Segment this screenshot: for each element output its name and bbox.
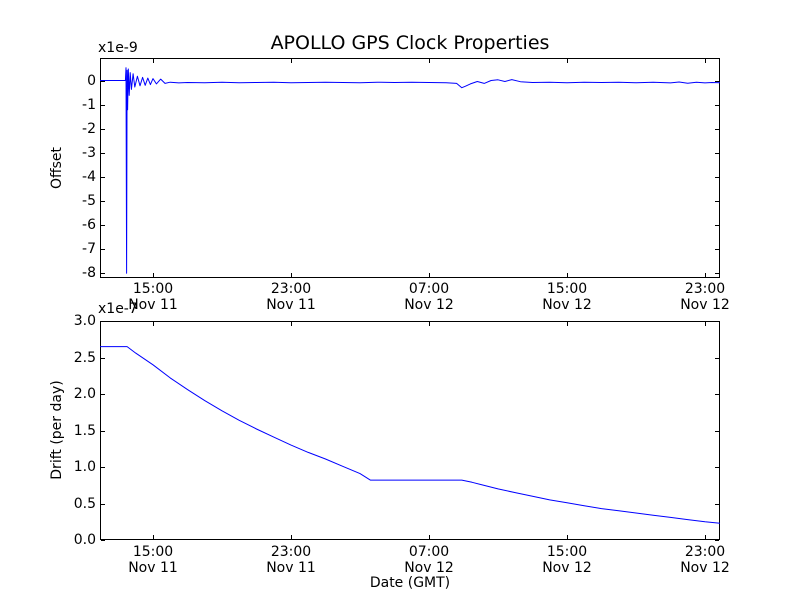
y-tick-label: 0.0: [73, 532, 96, 548]
offset-series-line: [100, 67, 721, 274]
y-tick-label: 1.5: [73, 423, 96, 439]
x-tick-label: 23:00 Nov 12: [680, 281, 730, 313]
y-tick-label: -1: [82, 97, 96, 113]
y-tick-label: -8: [82, 265, 96, 281]
x-tick-label: 07:00 Nov 12: [404, 544, 454, 576]
y-tick-label: 1.0: [73, 459, 96, 475]
y-tick-label: -5: [82, 193, 96, 209]
drift-series-line: [100, 346, 721, 524]
x-tick-label: 23:00 Nov 11: [266, 544, 316, 576]
offset-multiplier-top: x1e-9: [98, 40, 138, 56]
x-tick-label: 23:00 Nov 11: [266, 281, 316, 313]
x-tick-label: 23:00 Nov 12: [680, 544, 730, 576]
axes-frame-bottom: [100, 321, 720, 540]
y-tick-label: 3.0: [73, 313, 96, 329]
axes-frame-top: [100, 58, 720, 278]
y-tick-label: -3: [82, 145, 96, 161]
x-tick-label: 15:00 Nov 12: [542, 544, 592, 576]
x-tick-label: 15:00 Nov 11: [128, 544, 178, 576]
y-tick-label: -6: [82, 217, 96, 233]
y-tick-label: 0.5: [73, 496, 96, 512]
y-tick-label: -4: [82, 169, 96, 185]
y-tick-label: 2.0: [73, 386, 96, 402]
xlabel-date-gmt: Date (GMT): [369, 575, 451, 591]
y-tick-label: -7: [82, 241, 96, 257]
y-tick-label: 0: [87, 73, 96, 89]
x-tick-label: 15:00 Nov 11: [128, 281, 178, 313]
x-tick-label: 07:00 Nov 12: [404, 281, 454, 313]
y-tick-label: -2: [82, 121, 96, 137]
offset-multiplier-bottom: x1e-7: [98, 301, 138, 317]
x-tick-label: 15:00 Nov 12: [542, 281, 592, 313]
y-tick-label: 2.5: [73, 350, 96, 366]
plot-title: APOLLO GPS Clock Properties: [270, 32, 550, 54]
